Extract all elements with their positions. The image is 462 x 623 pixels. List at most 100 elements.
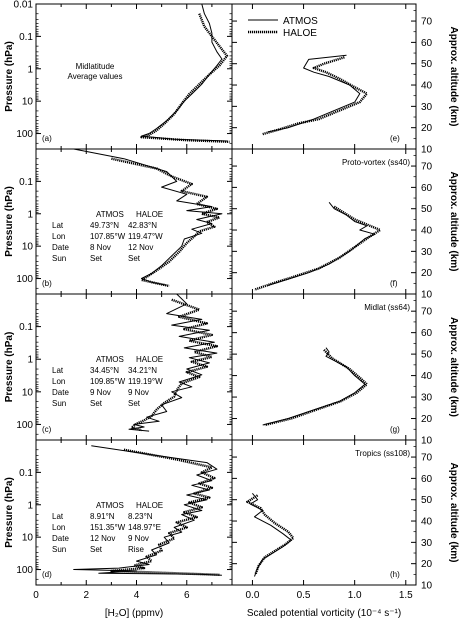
right-panel-frame xyxy=(231,148,417,295)
x-tick-label: 0.5 xyxy=(297,590,311,601)
pressure-tick-label: 0.1 xyxy=(19,32,33,43)
panel-label: (h) xyxy=(390,570,400,579)
x-tick-label: 1.0 xyxy=(348,590,362,601)
x-tick-label: 4 xyxy=(134,590,140,601)
legend-label: ATMOS xyxy=(283,16,318,27)
table-cell: 107.85°W xyxy=(90,232,126,241)
altitude-tick-label: 30 xyxy=(421,538,433,549)
pressure-tick-label: 0.1 xyxy=(19,322,33,333)
altitude-tick-label: 10 xyxy=(421,290,433,301)
table-cell: Date xyxy=(52,243,69,252)
table-cell: Lat xyxy=(52,512,64,521)
altitude-panel-h: 10 20 30 40 50 60 70 Approx. altitude (km) (h) Tr… xyxy=(232,440,459,592)
altitude-tick-label: 10 xyxy=(421,145,433,156)
panel-annotation: Midlatitude xyxy=(76,62,115,71)
x-tick-label: 0 xyxy=(33,590,39,601)
right-panel-frame xyxy=(231,293,417,441)
table-header: HALOE xyxy=(136,355,163,364)
series-line-atmos xyxy=(128,293,218,432)
series-line-atmos xyxy=(73,148,223,286)
table-cell: 109.85°W xyxy=(90,377,126,386)
series-line-haloe xyxy=(130,298,219,432)
table-cell: 119.47°W xyxy=(128,232,163,241)
altitude-tick-label: 40 xyxy=(421,81,433,92)
table-cell: 34.21°N xyxy=(128,366,157,375)
legend-label: HALOE xyxy=(283,28,317,39)
altitude-tick-label: 30 xyxy=(421,393,433,404)
altitude-panel-e: 10 20 30 40 50 60 70 Approx. altitude (km) (e) AT… xyxy=(232,4,459,156)
panel-label: (b) xyxy=(42,279,52,288)
table-cell: 34.45°N xyxy=(90,366,119,375)
altitude-tick-label: 60 xyxy=(421,38,433,49)
x-tick-label: 0.0 xyxy=(245,590,259,601)
pressure-tick-label: 0.1 xyxy=(19,177,33,188)
table-cell: 49.73°N xyxy=(90,221,119,230)
table-header: ATMOS xyxy=(96,355,124,364)
table-cell: Set xyxy=(90,399,103,408)
altitude-panel-g: 10 20 30 40 50 60 70 Approx. altitude (km) (g) Mi… xyxy=(232,294,459,447)
table-cell: 9 Nov xyxy=(90,388,111,397)
table-cell: 148.97°E xyxy=(128,523,161,532)
altitude-tick-label: 50 xyxy=(421,495,433,506)
altitude-panel-f: 10 20 30 40 50 60 70 Approx. altitude (km) (f) Pr… xyxy=(232,149,459,301)
table-cell: Lat xyxy=(52,221,64,230)
altitude-tick-label: 60 xyxy=(421,474,433,485)
table-cell: 9 Nov xyxy=(128,534,149,543)
pressure-axis-title: Pressure (hPa) xyxy=(4,186,15,257)
series-line-haloe xyxy=(140,13,230,143)
altitude-tick-label: 20 xyxy=(421,559,433,570)
left-panel-frame xyxy=(35,3,233,150)
panel-label: (c) xyxy=(42,425,52,434)
panel-label: (d) xyxy=(42,570,52,579)
panel-annotation: Midlat (ss64) xyxy=(364,303,410,312)
pressure-tick-label: 0.1 xyxy=(19,468,33,479)
table-cell: 12 Nov xyxy=(90,534,115,543)
table-cell: Lat xyxy=(52,366,64,375)
altitude-axis-title: Approx. altitude (km) xyxy=(448,317,459,417)
altitude-tick-label: 60 xyxy=(421,328,433,339)
pressure-axis-title: Pressure (hPa) xyxy=(4,41,15,112)
panel-label: (f) xyxy=(390,279,398,288)
pressure-tick-label: 1 xyxy=(27,355,33,366)
panel-label: (e) xyxy=(390,134,400,143)
table-header: ATMOS xyxy=(96,210,124,219)
table-cell: 8 Nov xyxy=(90,243,111,252)
pressure-panel-b: 0.1 1 10 100 Pressure (hPa) (b) ATMOS HALOE Lat 4… xyxy=(4,148,232,295)
table-cell: 8.23°N xyxy=(128,512,153,521)
altitude-tick-label: 70 xyxy=(421,17,433,28)
altitude-tick-label: 10 xyxy=(421,436,433,447)
series-line-haloe xyxy=(110,448,220,576)
table-cell: Sun xyxy=(52,399,66,408)
table-cell: 9 Nov xyxy=(128,388,149,397)
table-header: HALOE xyxy=(136,501,163,510)
table-cell: 8.91°N xyxy=(90,512,115,521)
x-axis-title-right: Scaled potential vorticity (10⁻⁴ s⁻¹) xyxy=(247,608,401,619)
series-line-haloe xyxy=(254,205,382,291)
table-header: HALOE xyxy=(136,210,163,219)
altitude-tick-label: 20 xyxy=(421,123,433,134)
altitude-tick-label: 10 xyxy=(421,581,433,592)
x-tick-label: 6 xyxy=(184,590,190,601)
panel-annotation: Tropics (ss108) xyxy=(355,449,410,458)
table-cell: 42.83°N xyxy=(128,221,157,230)
table-header: ATMOS xyxy=(96,501,124,510)
pressure-tick-label: 100 xyxy=(16,129,33,140)
table-cell: Sun xyxy=(52,254,66,263)
altitude-tick-label: 40 xyxy=(421,226,433,237)
altitude-tick-label: 50 xyxy=(421,204,433,215)
altitude-tick-label: 60 xyxy=(421,183,433,194)
table-cell: Date xyxy=(52,388,69,397)
series-line-haloe xyxy=(246,494,295,575)
table-cell: Set xyxy=(128,399,141,408)
table-cell: Rise xyxy=(128,545,145,554)
altitude-tick-label: 30 xyxy=(421,247,433,258)
altitude-tick-label: 70 xyxy=(421,162,433,173)
pressure-panel-a: 0.01 0.1 1 10 100 Pressure (hPa) (a) Midlatitud… xyxy=(4,0,232,150)
table-cell: Sun xyxy=(52,545,66,554)
panel-annotation: Proto-vortex (ss40) xyxy=(342,158,410,167)
pressure-tick-label: 10 xyxy=(22,242,34,253)
series-line-atmos xyxy=(262,347,366,426)
pressure-tick-label: 100 xyxy=(16,420,33,431)
